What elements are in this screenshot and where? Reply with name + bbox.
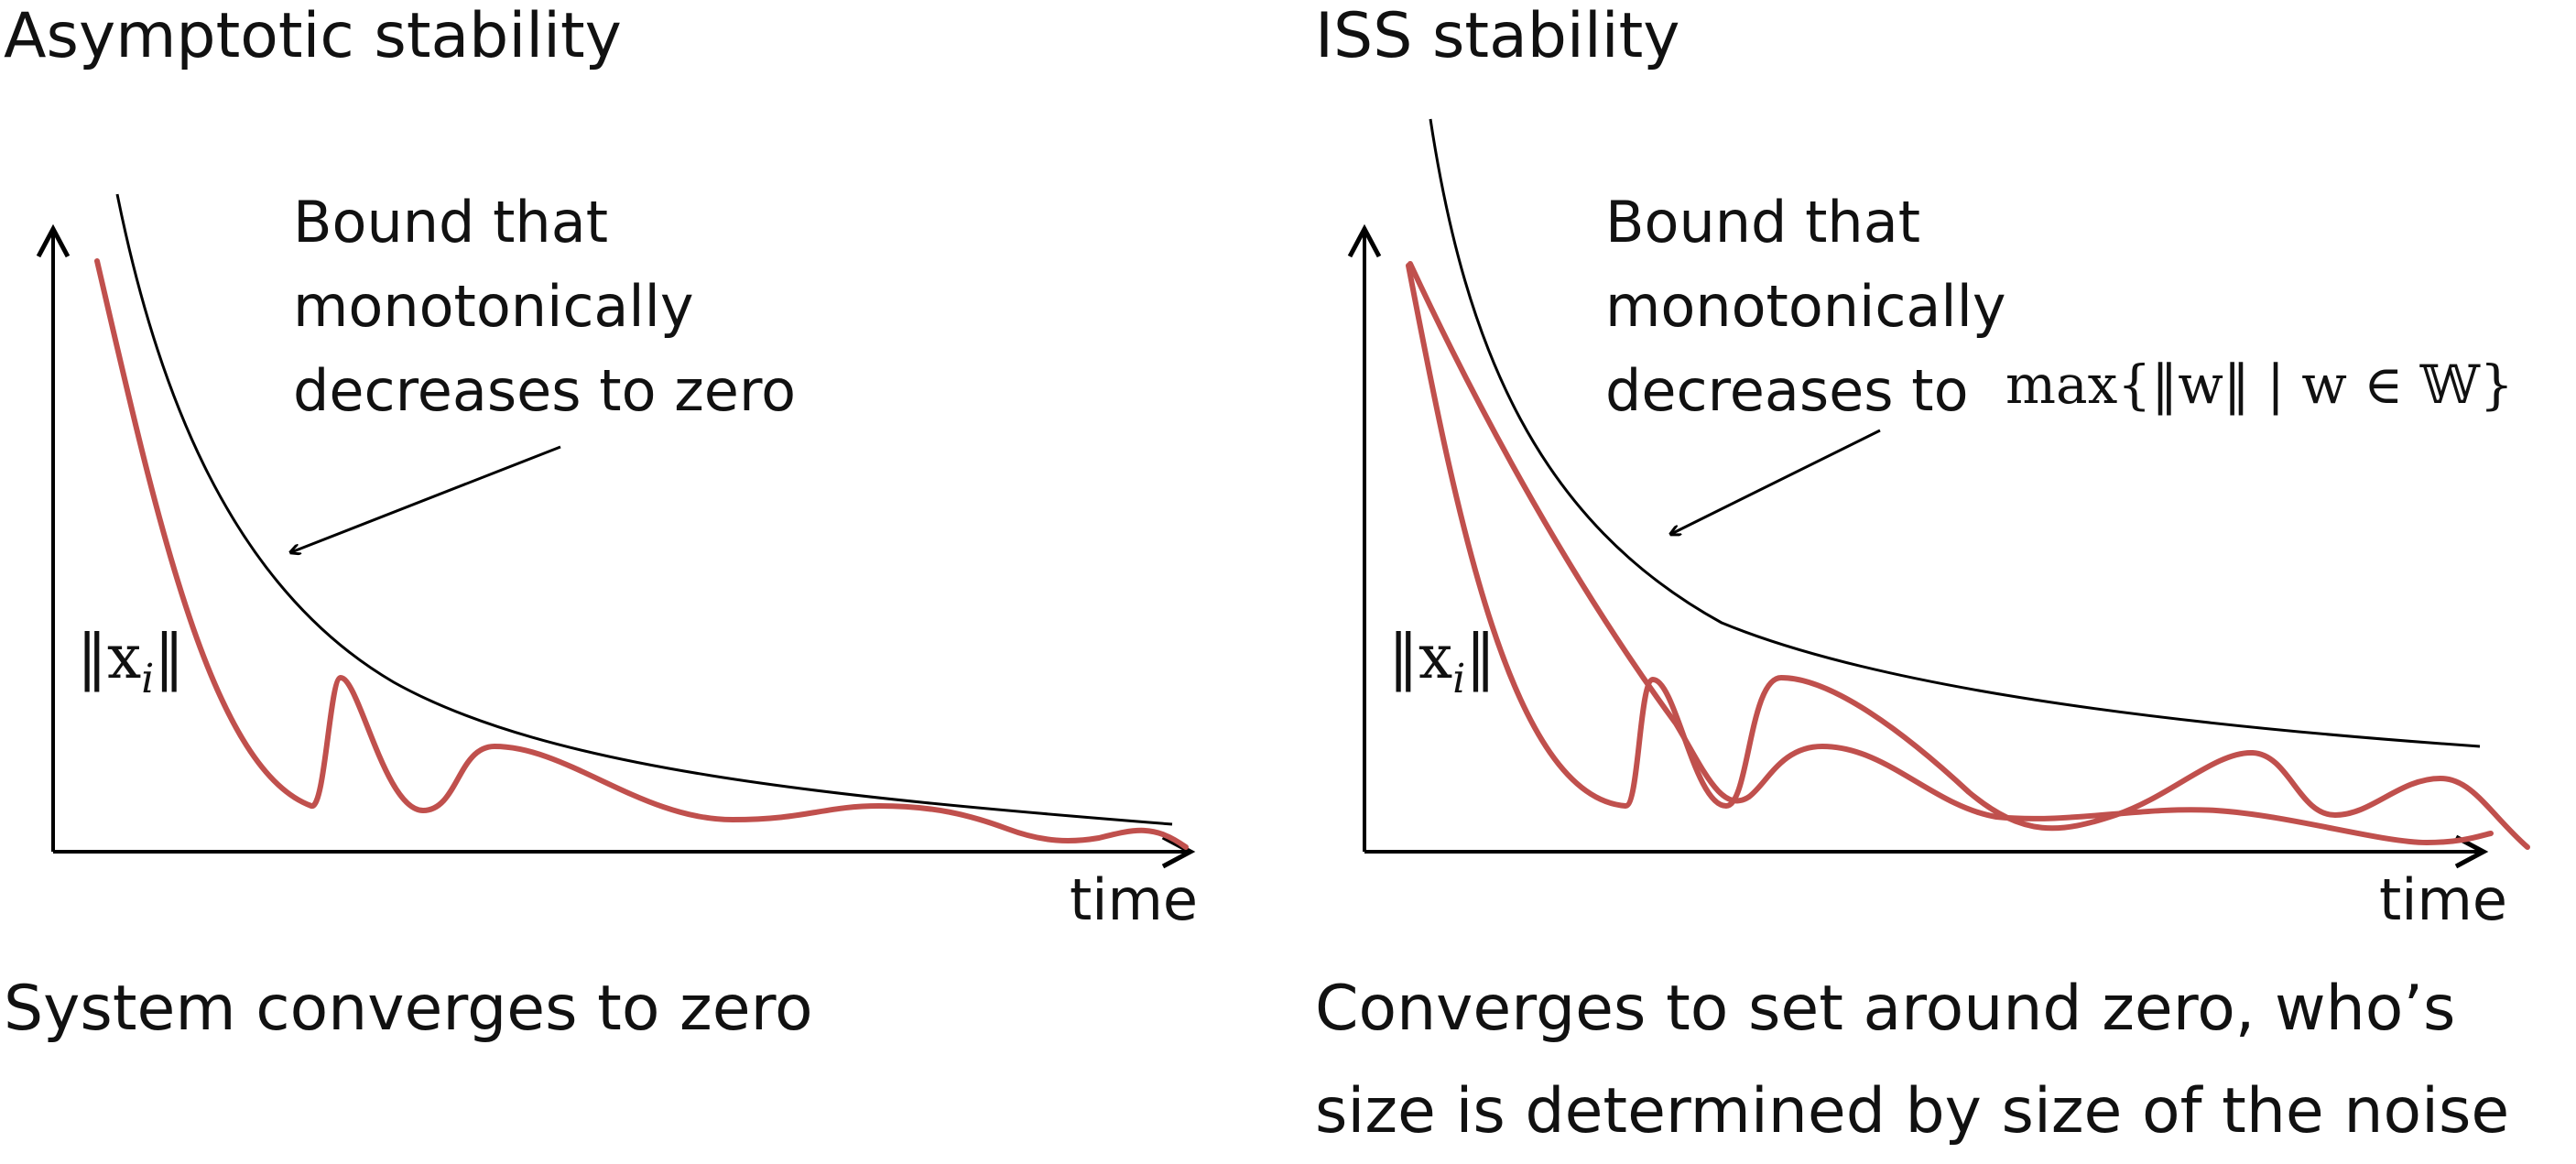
left-title: Asymptotic stability xyxy=(4,0,622,72)
right-panel: ISS stability Bound that monotonically d… xyxy=(1315,0,2530,1148)
left-trajectory xyxy=(94,258,1189,850)
left-bound-label-line1: Bound that xyxy=(293,189,608,256)
right-y-label: ‖xi‖ xyxy=(1388,622,1495,702)
left-bound-label-line2: monotonically xyxy=(293,273,694,340)
right-bound-arrow xyxy=(1671,429,1881,534)
right-trajectory-1 xyxy=(1406,263,2530,850)
left-y-label: ‖xi‖ xyxy=(77,622,184,702)
right-x-label: time xyxy=(2379,866,2507,933)
left-x-label: time xyxy=(1070,866,1198,933)
left-caption: System converges to zero xyxy=(4,973,813,1045)
right-caption-line2: size is determined by size of the noise xyxy=(1315,1075,2509,1148)
left-bound-label-line3: decreases to zero xyxy=(293,357,796,424)
right-bound-label-line1: Bound that xyxy=(1605,189,1920,256)
right-bound-curve xyxy=(1429,118,2481,748)
right-bound-label-math: max{‖w‖ | w ∈ 𝕎} xyxy=(2005,354,2514,416)
right-bound-label-line3: decreases to xyxy=(1605,357,1969,424)
right-caption-line1: Converges to set around zero, who’s xyxy=(1315,973,2455,1045)
right-trajectory-2 xyxy=(1408,261,2494,845)
right-bound-label-line2: monotonically xyxy=(1605,273,2006,340)
left-bound-curve xyxy=(115,193,1173,826)
right-title: ISS stability xyxy=(1315,0,1680,72)
left-panel: Asymptotic stability Bound that monotoni… xyxy=(4,0,1198,1045)
left-bound-arrow xyxy=(291,445,561,552)
